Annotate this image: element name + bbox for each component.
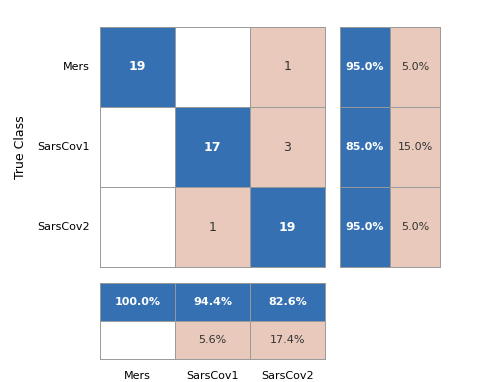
Text: SarsCov2: SarsCov2 — [261, 371, 314, 380]
Text: 1: 1 — [208, 221, 216, 234]
Text: 3: 3 — [284, 141, 292, 154]
Text: 5.6%: 5.6% — [198, 335, 226, 345]
Text: SarsCov1: SarsCov1 — [186, 371, 239, 380]
Text: 95.0%: 95.0% — [346, 222, 384, 232]
Text: SarsCov2: SarsCov2 — [38, 222, 90, 232]
Text: 5.0%: 5.0% — [401, 62, 429, 72]
Text: Mers: Mers — [124, 371, 151, 380]
Text: 94.4%: 94.4% — [193, 297, 232, 307]
Text: 1: 1 — [284, 60, 292, 73]
Text: 100.0%: 100.0% — [114, 297, 160, 307]
Text: 95.0%: 95.0% — [346, 62, 384, 72]
Text: SarsCov1: SarsCov1 — [38, 142, 90, 152]
Text: True Class: True Class — [14, 115, 26, 179]
Text: 82.6%: 82.6% — [268, 297, 307, 307]
Text: 19: 19 — [279, 221, 296, 234]
Text: 19: 19 — [129, 60, 146, 73]
Text: 17: 17 — [204, 141, 221, 154]
Text: Mers: Mers — [63, 62, 90, 72]
Text: 15.0%: 15.0% — [398, 142, 432, 152]
Text: 85.0%: 85.0% — [346, 142, 384, 152]
Text: 5.0%: 5.0% — [401, 222, 429, 232]
Text: 17.4%: 17.4% — [270, 335, 305, 345]
